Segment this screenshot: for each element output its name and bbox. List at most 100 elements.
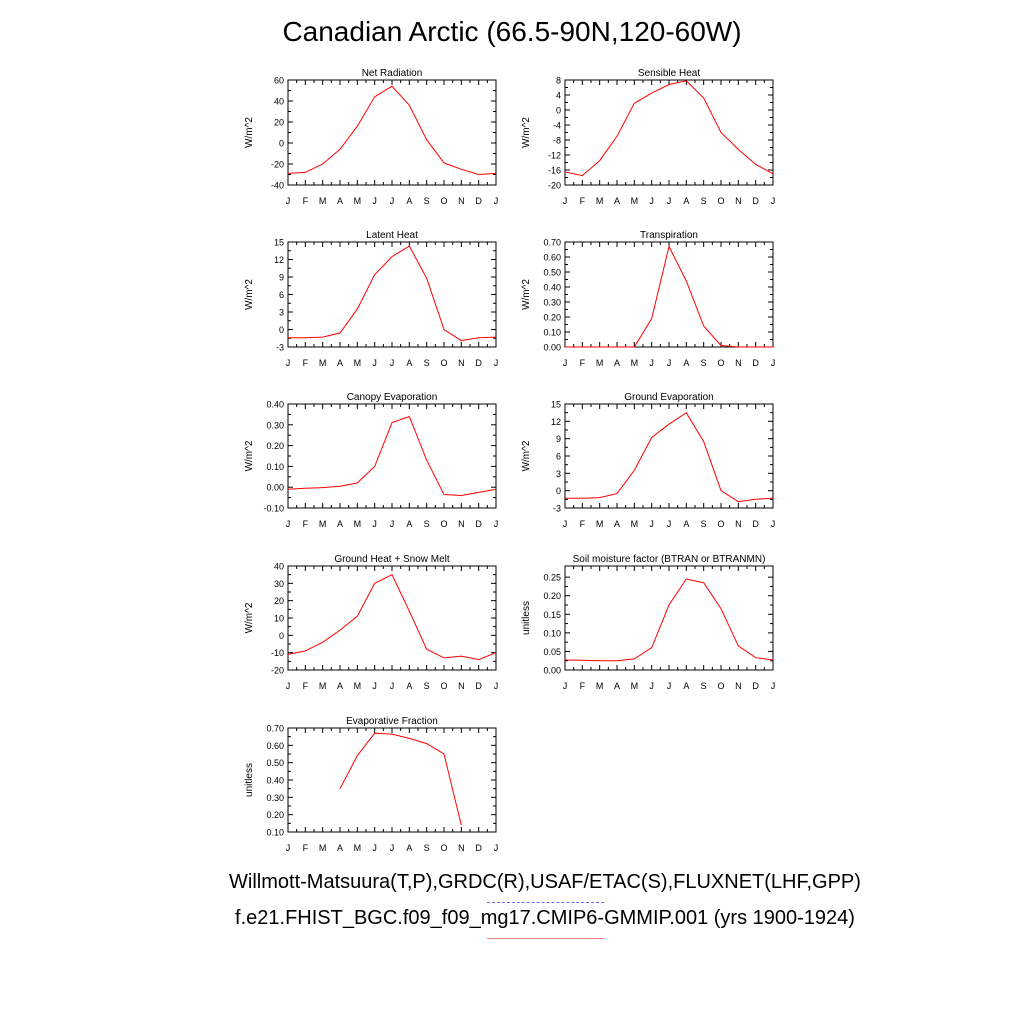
y-tick-label: -3 — [553, 504, 561, 514]
x-tick-label: F — [580, 681, 586, 691]
y-tick-label: -3 — [276, 343, 284, 353]
y-tick-label: -8 — [553, 136, 561, 146]
y-tick-label: 15 — [274, 238, 284, 248]
y-tick-label: 0.15 — [543, 610, 561, 620]
y-tick-label: -40 — [271, 181, 284, 191]
x-tick-label: M — [631, 519, 639, 529]
x-tick-label: M — [596, 519, 604, 529]
y-tick-label: 40 — [274, 97, 284, 107]
x-tick-label: A — [337, 519, 343, 529]
x-tick-label: M — [319, 681, 327, 691]
series-line-0 — [288, 245, 497, 342]
y-tick-label: 0.40 — [543, 283, 561, 293]
x-tick-label: M — [354, 519, 362, 529]
x-tick-label: J — [286, 681, 291, 691]
x-tick-label: M — [631, 358, 639, 368]
x-tick-label: J — [494, 358, 499, 368]
x-tick-label: A — [337, 681, 343, 691]
y-tick-label: 0.20 — [543, 313, 561, 323]
y-tick-label: 8 — [556, 76, 561, 86]
y-tick-label: 0 — [556, 106, 561, 116]
y-tick-label: 6 — [556, 452, 561, 462]
y-tick-label: 0.40 — [266, 400, 284, 410]
x-tick-label: J — [563, 196, 568, 206]
x-tick-label: J — [667, 681, 672, 691]
x-tick-label: J — [649, 681, 654, 691]
plot-frame — [564, 79, 774, 186]
y-tick-label: 0.10 — [543, 328, 561, 338]
x-tick-label: O — [440, 519, 447, 529]
plot-frame — [287, 241, 497, 348]
plot-frame — [287, 79, 497, 186]
y-tick-label: 6 — [279, 290, 284, 300]
y-tick-label: 0.25 — [543, 573, 561, 583]
x-tick-label: D — [752, 681, 759, 691]
y-tick-label: 0.70 — [266, 724, 284, 734]
y-tick-label: 0.30 — [266, 793, 284, 803]
y-axis-label: W/m^2 — [521, 440, 532, 471]
y-tick-label: 0 — [279, 139, 284, 149]
series-line-0 — [287, 574, 497, 661]
y-tick-label: 0.00 — [543, 666, 561, 676]
y-tick-label: -12 — [548, 151, 561, 161]
x-tick-label: S — [701, 358, 707, 368]
x-tick-label: J — [286, 358, 291, 368]
plot-frame — [287, 565, 497, 671]
x-tick-label: N — [735, 358, 742, 368]
x-tick-label: A — [683, 358, 689, 368]
x-tick-label: J — [667, 358, 672, 368]
x-tick-label: J — [494, 196, 499, 206]
y-tick-label: 0.60 — [266, 741, 284, 751]
x-tick-label: A — [683, 519, 689, 529]
x-tick-label: A — [683, 681, 689, 691]
x-tick-label: O — [440, 358, 447, 368]
x-tick-label: J — [390, 843, 395, 853]
x-tick-label: J — [771, 681, 776, 691]
x-tick-label: S — [424, 196, 430, 206]
x-tick-label: J — [372, 519, 377, 529]
x-tick-label: F — [303, 196, 309, 206]
series-line-0 — [565, 245, 773, 348]
y-tick-label: 0 — [279, 631, 284, 641]
panel-title: Transpiration — [640, 230, 698, 241]
plot-frame — [564, 241, 774, 348]
y-tick-label: 0.10 — [266, 462, 284, 472]
x-tick-label: F — [303, 843, 309, 853]
x-tick-label: S — [701, 681, 707, 691]
y-tick-label: -20 — [548, 181, 561, 191]
x-tick-label: A — [337, 843, 343, 853]
x-tick-label: F — [580, 519, 586, 529]
panel-title: Sensible Heat — [638, 68, 700, 79]
x-tick-label: J — [649, 358, 654, 368]
y-tick-label: 0.30 — [543, 298, 561, 308]
y-tick-label: 0.00 — [543, 343, 561, 353]
x-tick-label: M — [354, 681, 362, 691]
plot-frame — [564, 403, 774, 509]
x-tick-label: M — [319, 519, 327, 529]
y-tick-label: 40 — [274, 562, 284, 572]
plot-frame — [287, 403, 497, 509]
series-line-0 — [287, 415, 497, 497]
observations-caption: Willmott-Matsuura(T,P),GRDC(R),USAF/ETAC… — [229, 871, 861, 893]
y-tick-label: 0.10 — [543, 628, 561, 638]
y-tick-label: -4 — [553, 121, 561, 131]
x-tick-label: A — [406, 519, 412, 529]
x-tick-label: A — [614, 358, 620, 368]
series-line-0 — [565, 411, 774, 503]
y-tick-label: 3 — [279, 308, 284, 318]
y-tick-label: 9 — [556, 434, 561, 444]
x-tick-label: J — [372, 358, 377, 368]
x-tick-label: D — [752, 519, 759, 529]
x-tick-label: M — [354, 196, 362, 206]
x-tick-label: A — [337, 358, 343, 368]
x-tick-label: J — [494, 519, 499, 529]
y-tick-label: 0.20 — [266, 441, 284, 451]
x-tick-label: S — [701, 519, 707, 529]
x-tick-label: J — [286, 519, 291, 529]
y-axis-label: W/m^2 — [244, 117, 255, 148]
y-tick-label: 0.30 — [266, 420, 284, 430]
x-tick-label: M — [354, 843, 362, 853]
